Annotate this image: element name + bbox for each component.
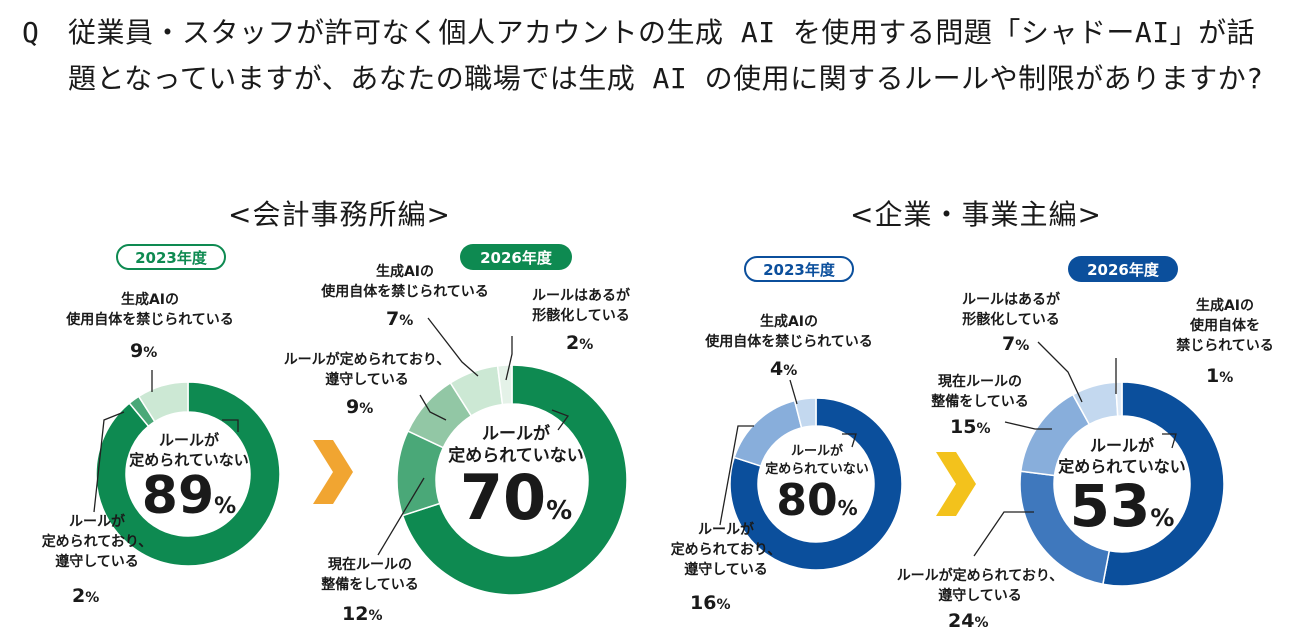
year-pill-2023-accounting: 2023年度 bbox=[116, 244, 226, 270]
percent-sign: % bbox=[1150, 504, 1175, 532]
pct-ban-chart-4: 1% bbox=[1206, 365, 1234, 387]
percent-sign: % bbox=[214, 494, 237, 519]
center-label-chart-2: ルールが 定められていない 70% bbox=[436, 423, 596, 529]
pct-ban-chart-3: 4% bbox=[770, 358, 798, 380]
label-comply-chart-4: ルールが定められており、 遵守している bbox=[896, 568, 1064, 604]
label-ban-chart-2: 生成AIの 使用自体を禁じられている bbox=[321, 264, 489, 300]
percent-sign: % bbox=[837, 496, 858, 520]
center-value: 89 bbox=[141, 466, 215, 526]
question-mark: Q bbox=[22, 16, 40, 49]
arrow-accounting bbox=[313, 440, 353, 504]
label-formal-chart-2: ルールはあるが 形骸化している bbox=[532, 288, 630, 324]
label-comply-chart-2: ルールが定められており、 遵守している bbox=[283, 352, 451, 388]
label-prep-chart-2: 現在ルールの 整備をしている bbox=[321, 557, 419, 593]
question: Q 従業員・スタッフが許可なく個人アカウントの生成 AI を使用する問題「シャド… bbox=[22, 10, 1282, 102]
section-title-corporate: <企業・事業主編> bbox=[850, 198, 1102, 231]
pct-ban-chart-2: 7% bbox=[386, 308, 414, 330]
arrow-corporate bbox=[936, 452, 976, 516]
section-title-accounting: <会計事務所編> bbox=[228, 198, 451, 231]
center-text: ルールが 定められていない bbox=[129, 431, 249, 469]
label-ban-chart-1: 生成AIの 使用自体を禁じられている bbox=[66, 292, 234, 328]
pct-prep-chart-4: 15% bbox=[950, 416, 991, 438]
percent-sign: % bbox=[546, 496, 573, 526]
pct-comply-chart-1: 2% bbox=[72, 585, 100, 607]
pct-formal-chart-4: 7% bbox=[1002, 333, 1030, 355]
center-value: 53 bbox=[1069, 472, 1151, 540]
donut-slice-2-5 bbox=[496, 364, 513, 406]
pct-comply-chart-4: 24% bbox=[948, 610, 989, 632]
label-ban-chart-3: 生成AIの 使用自体を禁じられている bbox=[705, 314, 873, 350]
donut-slice-1-2 bbox=[128, 395, 156, 428]
center-text: ルールが 定められていない bbox=[448, 424, 584, 466]
donut-slice-4-4 bbox=[1071, 381, 1119, 426]
question-text: 従業員・スタッフが許可なく個人アカウントの生成 AI を使用する問題「シャドーA… bbox=[68, 16, 1264, 95]
donut-slice-4-5 bbox=[1114, 381, 1123, 417]
label-ban-chart-4: 生成AIの 使用自体を 禁じられている bbox=[1176, 298, 1274, 354]
label-comply-chart-1: ルールが 定められており、 遵守している bbox=[41, 514, 153, 570]
pct-comply-chart-3: 16% bbox=[690, 592, 731, 614]
center-text: ルールが 定められていない bbox=[765, 444, 869, 477]
year-pill-2026-corporate: 2026年度 bbox=[1068, 256, 1178, 282]
center-label-chart-1: ルールが 定められていない 89% bbox=[124, 430, 254, 522]
pct-comply-chart-2: 9% bbox=[346, 396, 374, 418]
pct-prep-chart-2: 12% bbox=[342, 603, 383, 625]
label-formal-chart-4: ルールはあるが 形骸化している bbox=[962, 292, 1060, 328]
year-pill-2023-corporate: 2023年度 bbox=[744, 256, 854, 282]
donut-slice-1-3 bbox=[137, 381, 189, 423]
pct-formal-chart-2: 2% bbox=[566, 332, 594, 354]
center-value: 70 bbox=[459, 461, 547, 534]
center-label-chart-4: ルールが 定められていない 53% bbox=[1042, 435, 1202, 535]
center-text: ルールが 定められていない bbox=[1058, 436, 1186, 476]
year-pill-2026-accounting: 2026年度 bbox=[460, 244, 572, 270]
label-prep-chart-4: 現在ルールの 整備をしている bbox=[931, 374, 1029, 410]
center-value: 80 bbox=[776, 475, 838, 526]
label-comply-chart-3: ルールが 定められており、 遵守している bbox=[670, 522, 782, 578]
donut-slice-3-3 bbox=[793, 397, 817, 429]
pct-ban-chart-1: 9% bbox=[130, 340, 158, 362]
center-label-chart-3: ルールが 定められていない 80% bbox=[752, 443, 882, 523]
